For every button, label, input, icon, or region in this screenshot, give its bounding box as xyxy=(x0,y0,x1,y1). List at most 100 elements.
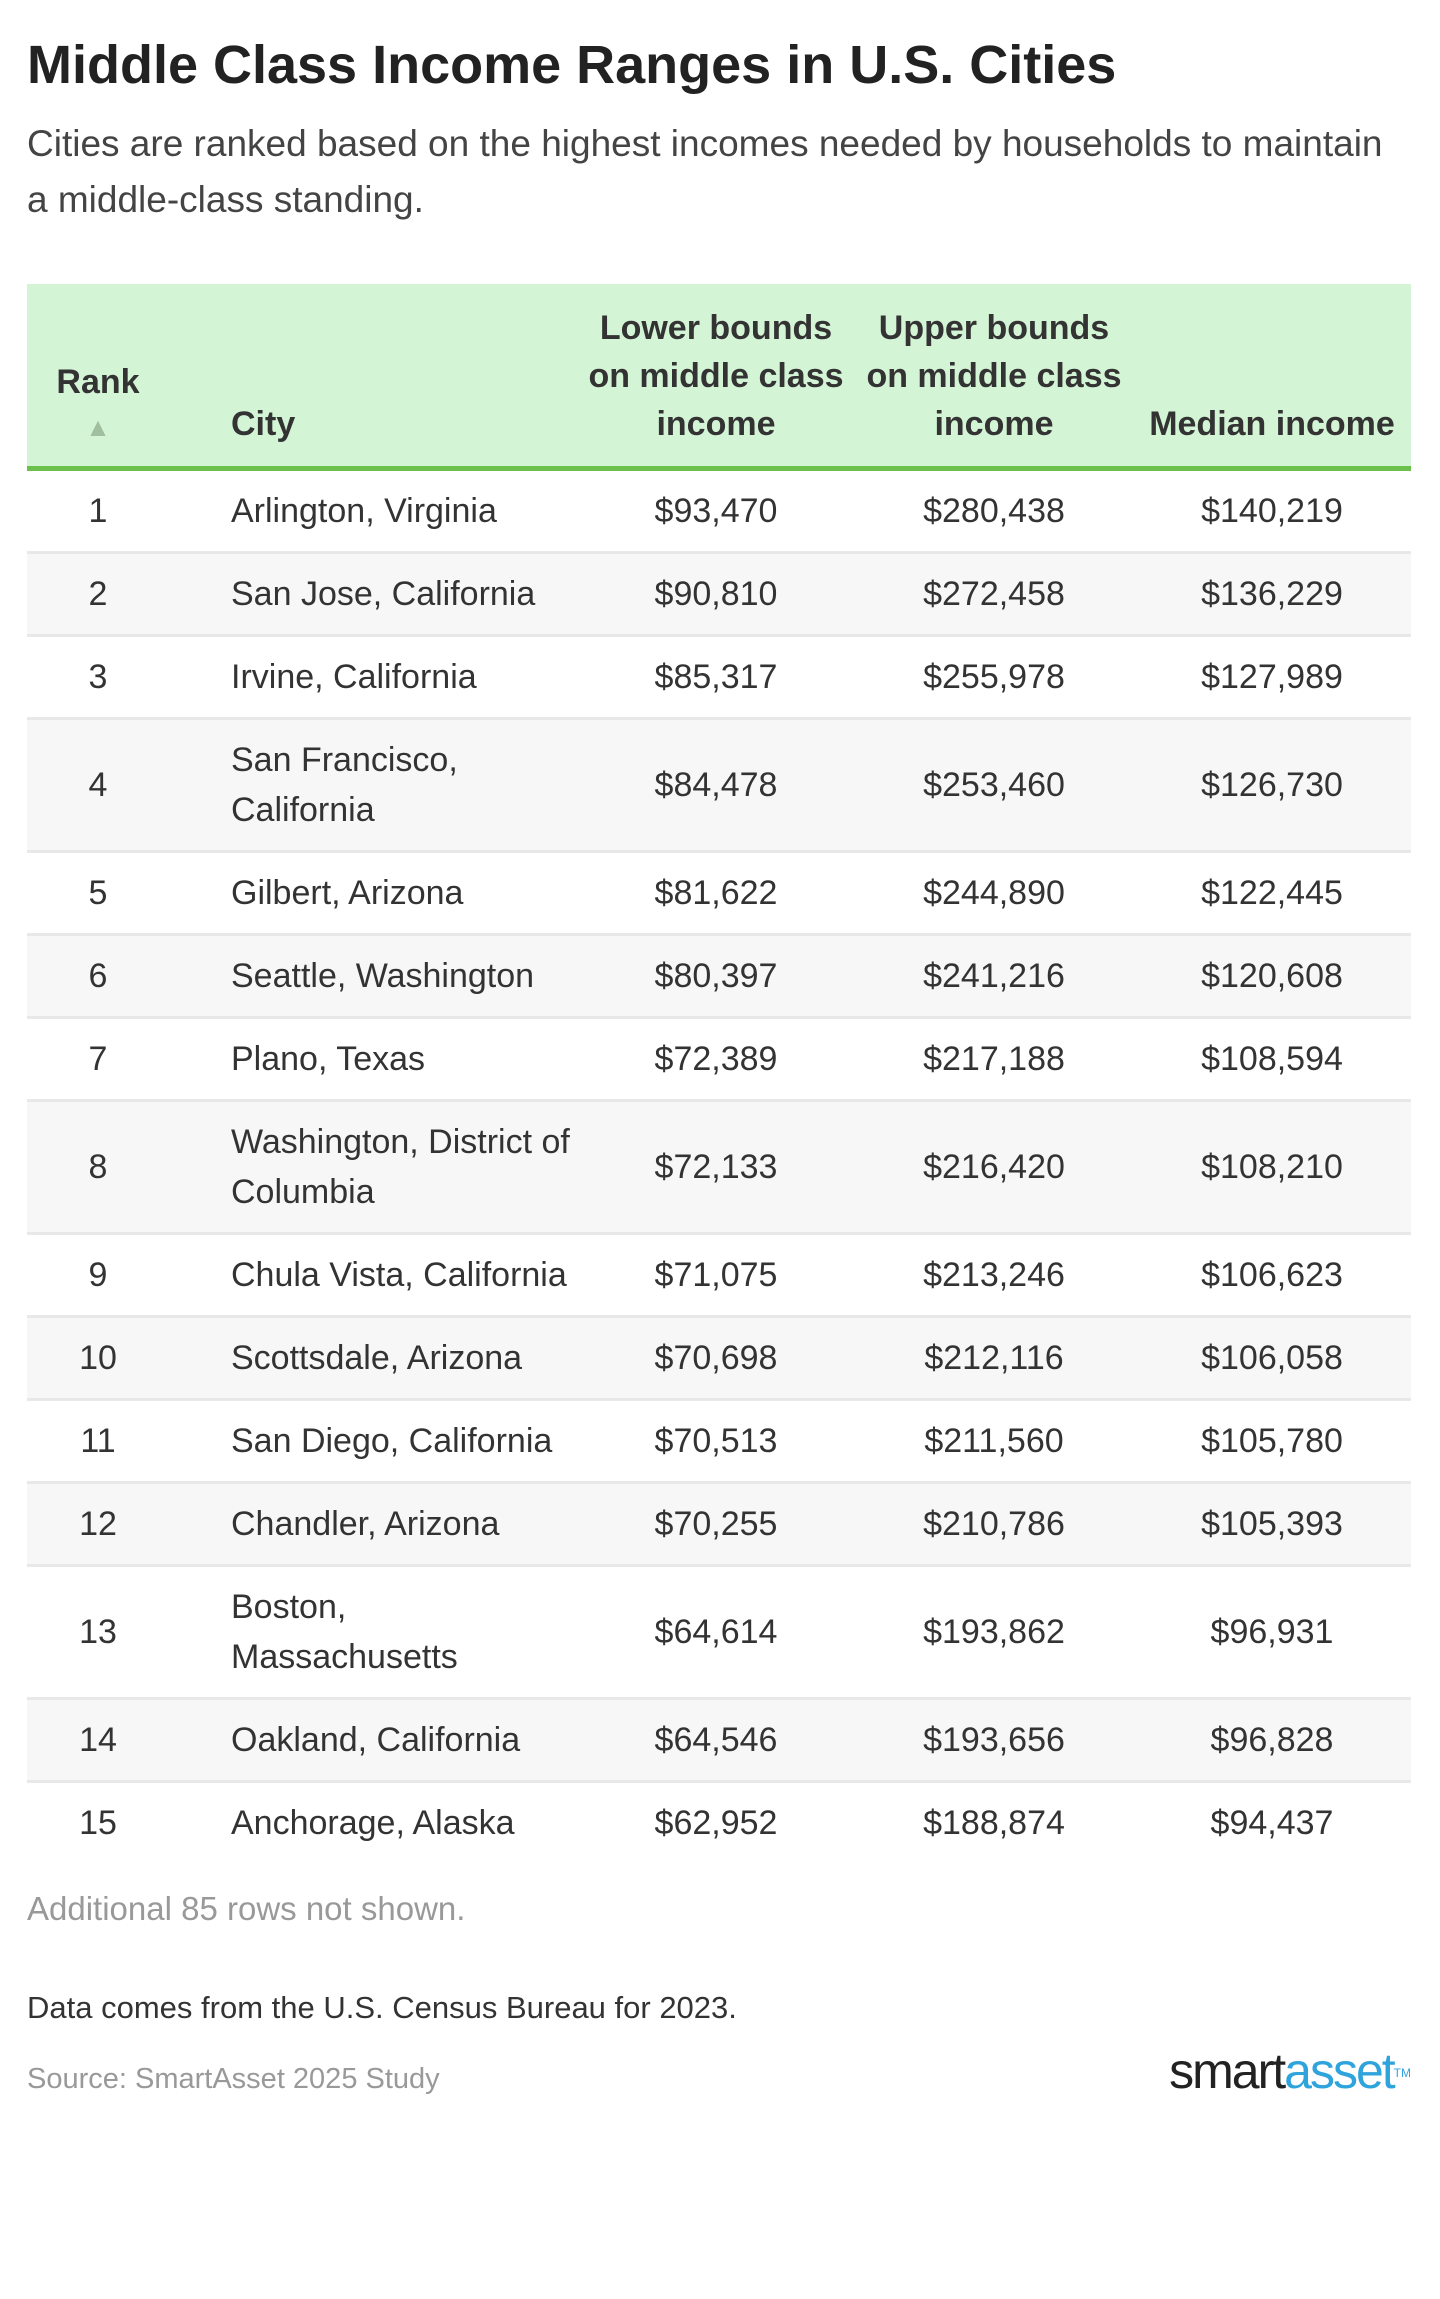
cell-rank: 5 xyxy=(27,851,169,936)
cell-rank: 13 xyxy=(27,1565,169,1700)
table-row: 4 San Francisco, California $84,478 $253,46… xyxy=(27,718,1411,853)
cell-city: Plano, Texas xyxy=(169,1017,577,1102)
cell-upper: $244,890 xyxy=(855,851,1133,936)
cell-rank: 4 xyxy=(27,718,169,853)
rows-not-shown-note: Additional 85 rows not shown. xyxy=(27,1890,466,1927)
cell-rank: 2 xyxy=(27,552,169,637)
cell-lower: $62,952 xyxy=(654,1804,778,1842)
cell-rank: 8 xyxy=(27,1100,169,1235)
column-header-upper[interactable]: Upper bounds on middle class income xyxy=(855,284,1133,471)
cell-median: $120,608 xyxy=(1133,934,1411,1019)
cell-median: $108,594 xyxy=(1133,1017,1411,1102)
cell-median: $96,931 xyxy=(1133,1565,1411,1700)
cell-rank: 1 xyxy=(27,468,169,554)
column-header-median[interactable]: Median income xyxy=(1133,284,1411,471)
cell-upper: $213,246 xyxy=(855,1233,1133,1318)
cell-upper: $241,216 xyxy=(855,934,1133,1019)
table-row: 3 Irvine, California $85,317 $255,978 $127,9… xyxy=(27,635,1411,720)
cell-median: $106,623 xyxy=(1133,1233,1411,1318)
cell-city: Seattle, Washington xyxy=(169,934,577,1019)
cell-rank: 9 xyxy=(27,1233,169,1318)
cell-lower: $90,810 xyxy=(577,552,855,637)
cell-lower: $70,698 xyxy=(577,1316,855,1401)
source-note: Source: SmartAsset 2025 Study xyxy=(27,2063,440,2095)
cell-upper: $280,438 xyxy=(855,468,1133,554)
cell-lower: $80,397 xyxy=(577,934,855,1019)
cell-city: Washington, District of Columbia xyxy=(169,1100,577,1235)
cell-median: $140,219 xyxy=(1133,468,1411,554)
cell-city: San Jose, California xyxy=(169,552,577,637)
cell-city: San Francisco, California xyxy=(169,718,577,853)
cell-lower: $64,614 xyxy=(577,1565,855,1700)
cell-upper: $193,862 xyxy=(855,1565,1133,1700)
smartasset-logo: smartassetTM xyxy=(1169,2043,1411,2099)
cell-lower: $72,133 xyxy=(577,1100,855,1235)
cell-rank: 12 xyxy=(27,1482,169,1567)
cell-upper: $272,458 xyxy=(855,552,1133,637)
table-row: 1 Arlington, Virginia $93,470 $280,438 $140,… xyxy=(27,468,1411,554)
cell-rank: 3 xyxy=(27,635,169,720)
cell-median: $126,730 xyxy=(1133,718,1411,853)
table-row: 7 Plano, Texas $72,389 $217,188 $108,594 xyxy=(27,1017,1411,1102)
cell-upper: $216,420 xyxy=(855,1100,1133,1235)
cell-median: $106,058 xyxy=(1133,1316,1411,1401)
page: Middle Class Income Ranges in U.S. Citie… xyxy=(27,35,1411,2099)
cell-lower: $70,255 xyxy=(577,1482,855,1567)
cell-upper: $217,188 xyxy=(855,1017,1133,1102)
cell-median: $94,437 xyxy=(1210,1804,1334,1842)
cell-rank: 7 xyxy=(27,1017,169,1102)
logo-trademark: TM xyxy=(1393,2066,1411,2080)
cell-city: Gilbert, Arizona xyxy=(169,851,577,936)
cell-city: Anchorage, Alaska xyxy=(231,1804,515,1842)
cell-lower: $84,478 xyxy=(577,718,855,853)
cell-city: Boston, Massachusetts xyxy=(169,1565,577,1700)
cell-lower: $64,546 xyxy=(577,1698,855,1783)
cell-lower: $85,317 xyxy=(577,635,855,720)
cell-upper: $255,978 xyxy=(855,635,1133,720)
logo-part-1: smart xyxy=(1169,2043,1286,2099)
page-subtitle: Cities are ranked based on the highest i… xyxy=(27,123,1383,220)
table-row: 6 Seattle, Washington $80,397 $241,216 $120,… xyxy=(27,934,1411,1019)
cell-lower: $81,622 xyxy=(577,851,855,936)
cell-city: Arlington, Virginia xyxy=(169,468,577,554)
table-row: 8 Washington, District of Columbia $72,133… xyxy=(27,1100,1411,1235)
cell-median: $122,445 xyxy=(1133,851,1411,936)
cell-city: San Diego, California xyxy=(169,1399,577,1484)
cell-city: Irvine, California xyxy=(169,635,577,720)
table-row: 9 Chula Vista, California $71,075 $213,246 $… xyxy=(27,1233,1411,1318)
column-header-lower[interactable]: Lower bounds on middle class income xyxy=(577,284,855,471)
table-header-row: Rank ▲ City Lower bounds on middle class … xyxy=(27,284,1411,471)
column-header-rank[interactable]: Rank ▲ xyxy=(27,284,169,471)
table-row: 10 Scottsdale, Arizona $70,698 $212,116 $106… xyxy=(27,1316,1411,1401)
cell-city: Chandler, Arizona xyxy=(169,1482,577,1567)
table-row: 12 Chandler, Arizona $70,255 $210,786 $105,3… xyxy=(27,1482,1411,1567)
column-header-label: Rank xyxy=(56,363,140,401)
table-row: 5 Gilbert, Arizona $81,622 $244,890 $122,445 xyxy=(27,851,1411,936)
logo-part-2: asset xyxy=(1284,2043,1396,2099)
cell-rank: 14 xyxy=(27,1698,169,1783)
footer-bar: Source: SmartAsset 2025 Study smartasset… xyxy=(27,2043,1411,2099)
table-row: 15 Anchorage, Alaska $62,952 $188,874 $94,43… xyxy=(27,1782,1411,1864)
cell-upper: $212,116 xyxy=(855,1316,1133,1401)
cell-median: $105,393 xyxy=(1133,1482,1411,1567)
table-row: 14 Oakland, California $64,546 $193,656 $96,… xyxy=(27,1698,1411,1783)
cell-rank: 11 xyxy=(27,1399,169,1484)
cell-median: $127,989 xyxy=(1133,635,1411,720)
cell-median: $136,229 xyxy=(1133,552,1411,637)
cell-rank: 6 xyxy=(27,934,169,1019)
table-row: 13 Boston, Massachusetts $64,614 $193,862 $9… xyxy=(27,1565,1411,1700)
cell-city: Chula Vista, California xyxy=(169,1233,577,1318)
cell-lower: $93,470 xyxy=(577,468,855,554)
cell-upper: $253,460 xyxy=(855,718,1133,853)
cell-city: Oakland, California xyxy=(169,1698,577,1783)
column-header-city[interactable]: City xyxy=(169,284,577,471)
cell-upper: $193,656 xyxy=(855,1698,1133,1783)
cell-rank: 10 xyxy=(27,1316,169,1401)
cell-city: Scottsdale, Arizona xyxy=(169,1316,577,1401)
income-table: Rank ▲ City Lower bounds on middle class … xyxy=(27,284,1411,1863)
cell-upper: $211,560 xyxy=(855,1399,1133,1484)
cell-lower: $70,513 xyxy=(577,1399,855,1484)
cell-lower: $71,075 xyxy=(577,1233,855,1318)
table-row: 11 San Diego, California $70,513 $211,560 $1… xyxy=(27,1399,1411,1484)
table-row: 2 San Jose, California $90,810 $272,458 $136… xyxy=(27,552,1411,637)
